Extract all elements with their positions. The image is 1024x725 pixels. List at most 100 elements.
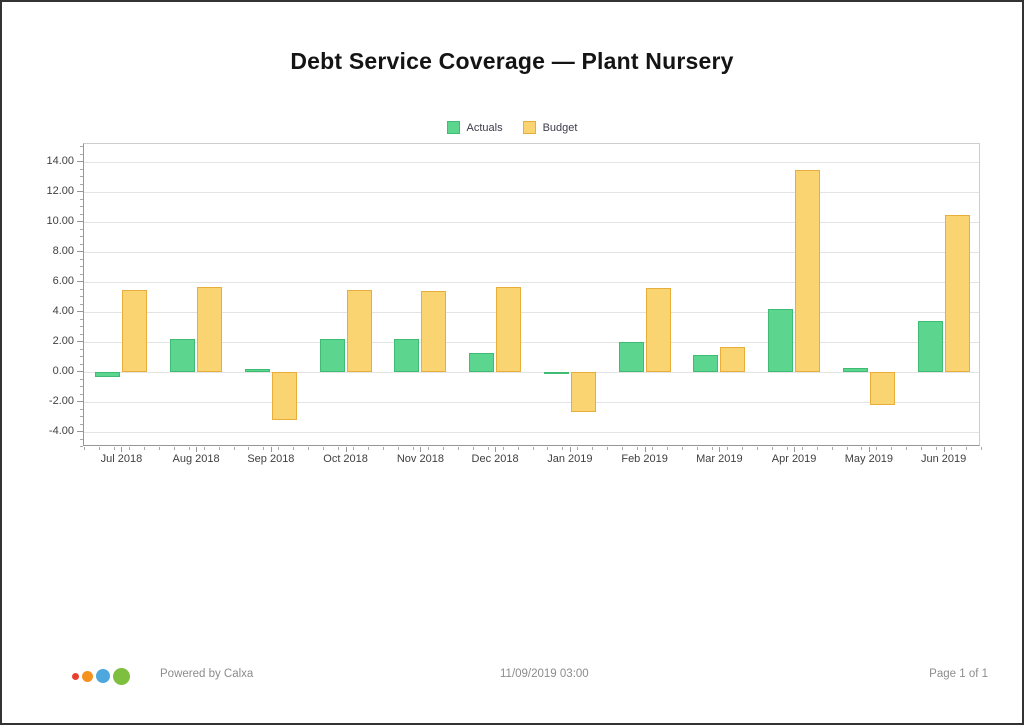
powered-by-label: Powered by Calxa <box>160 668 254 680</box>
y-axis-minor-tick <box>80 176 83 177</box>
x-axis-tick <box>868 447 870 452</box>
y-axis-tick <box>77 431 83 432</box>
x-axis-minor-tick <box>383 447 384 450</box>
bar-actuals-4 <box>394 339 420 372</box>
y-axis-minor-tick <box>80 378 83 380</box>
legend-label-actuals: Actuals <box>466 121 503 134</box>
y-axis-minor-tick <box>80 288 83 290</box>
y-axis-minor-tick <box>80 273 83 275</box>
logo-dot-red <box>72 672 79 680</box>
y-axis-minor-tick <box>80 266 83 267</box>
x-axis-minor-tick <box>113 447 115 450</box>
y-axis-label: 12.00 <box>46 185 74 197</box>
x-axis-minor-tick <box>607 447 609 450</box>
budget-swatch-icon <box>522 121 536 134</box>
x-axis-minor-tick <box>562 447 564 450</box>
x-axis-minor-tick <box>472 447 474 450</box>
y-axis-minor-tick <box>80 206 83 207</box>
gridline <box>84 372 979 373</box>
x-axis-tick <box>420 447 422 452</box>
bar-actuals-10 <box>842 368 868 373</box>
y-axis-label: 2.00 <box>52 335 74 347</box>
x-axis-minor-tick <box>368 447 370 450</box>
page-number-label: Page 1 of 1 <box>929 668 988 680</box>
x-axis-minor-tick <box>248 447 250 450</box>
x-axis-minor-tick <box>756 447 758 450</box>
y-axis-minor-tick <box>80 326 83 327</box>
bar-budget-5 <box>496 287 522 373</box>
x-axis-minor-tick <box>323 447 325 450</box>
bar-actuals-1 <box>170 339 196 372</box>
y-axis-tick <box>77 161 83 162</box>
bar-budget-3 <box>346 290 372 373</box>
x-axis-minor-tick <box>353 447 355 450</box>
x-axis-minor-tick <box>397 447 399 450</box>
y-axis-tick <box>77 251 83 252</box>
x-axis-minor-tick <box>816 447 818 450</box>
y-axis-label: -4.00 <box>48 425 74 437</box>
bar-budget-9 <box>795 169 821 372</box>
x-axis-label: Nov 2018 <box>396 453 444 465</box>
bar-budget-7 <box>645 288 671 372</box>
logo-dot-orange <box>82 670 93 682</box>
x-axis-minor-tick <box>846 447 848 450</box>
legend-item-actuals: Actuals <box>446 121 503 134</box>
x-axis-minor-tick <box>741 447 743 450</box>
bar-budget-4 <box>421 291 447 372</box>
gridline <box>84 402 979 403</box>
y-axis-minor-tick <box>80 258 83 260</box>
y-axis-minor-tick <box>80 333 83 335</box>
y-axis-minor-tick <box>80 183 83 185</box>
y-axis-tick <box>77 221 83 222</box>
bar-actuals-8 <box>693 354 719 372</box>
x-axis-minor-tick <box>98 447 100 450</box>
x-axis-minor-tick <box>981 447 982 450</box>
x-axis-label: Feb 2019 <box>621 453 668 465</box>
x-axis-minor-tick <box>233 447 235 450</box>
x-axis-minor-tick <box>158 447 160 450</box>
gridline <box>84 222 979 223</box>
x-axis-minor-tick <box>951 447 953 450</box>
x-axis-minor-tick <box>547 447 549 450</box>
x-axis-minor-tick <box>143 447 145 450</box>
y-axis-minor-tick <box>80 416 83 417</box>
y-axis-tick <box>77 281 83 282</box>
legend-label-budget: Budget <box>542 121 578 134</box>
y-axis-minor-tick <box>80 363 83 365</box>
y-axis-label: 8.00 <box>52 245 74 257</box>
x-axis-label: Jun 2019 <box>920 453 967 465</box>
x-axis-minor-tick <box>622 447 624 450</box>
x-axis-minor-tick <box>726 447 728 450</box>
y-axis-minor-tick <box>80 438 83 440</box>
y-axis-tick <box>77 311 83 312</box>
y-axis-tick <box>77 191 83 192</box>
x-axis-minor-tick <box>711 447 713 450</box>
bar-actuals-3 <box>319 339 345 372</box>
x-axis-minor-tick <box>263 447 265 450</box>
x-axis-minor-tick <box>682 447 683 450</box>
gridline <box>84 162 979 163</box>
logo-dot-green <box>113 667 130 685</box>
y-axis-minor-tick <box>80 228 83 230</box>
x-axis-label: Apr 2019 <box>771 453 817 465</box>
y-axis-tick <box>77 401 83 402</box>
bar-budget-0 <box>122 289 148 372</box>
actuals-swatch-icon <box>446 121 460 134</box>
report-timestamp: 11/09/2019 03:00 <box>500 668 589 680</box>
bar-budget-2 <box>271 372 297 420</box>
bar-chart: Jul 2018 Aug 2018 Sep 2018 Oct 2018 Nov 2018… <box>2 143 1022 473</box>
report-footer: Powered by Calxa 11/09/2019 03:00 Page 1… <box>2 664 1022 688</box>
x-axis-minor-tick <box>532 447 534 450</box>
x-axis-label: Mar 2019 <box>696 453 743 465</box>
y-axis-minor-tick <box>80 423 83 425</box>
y-axis-label: 4.00 <box>52 305 74 317</box>
y-axis-minor-tick <box>80 168 83 170</box>
x-axis-tick <box>719 447 721 452</box>
bar-actuals-9 <box>768 309 794 372</box>
x-axis-minor-tick <box>218 447 220 450</box>
y-axis-minor-tick <box>80 318 83 320</box>
x-axis-minor-tick <box>697 447 698 450</box>
bar-budget-1 <box>197 287 223 373</box>
x-axis-tick <box>569 447 571 452</box>
x-axis-minor-tick <box>338 447 340 450</box>
